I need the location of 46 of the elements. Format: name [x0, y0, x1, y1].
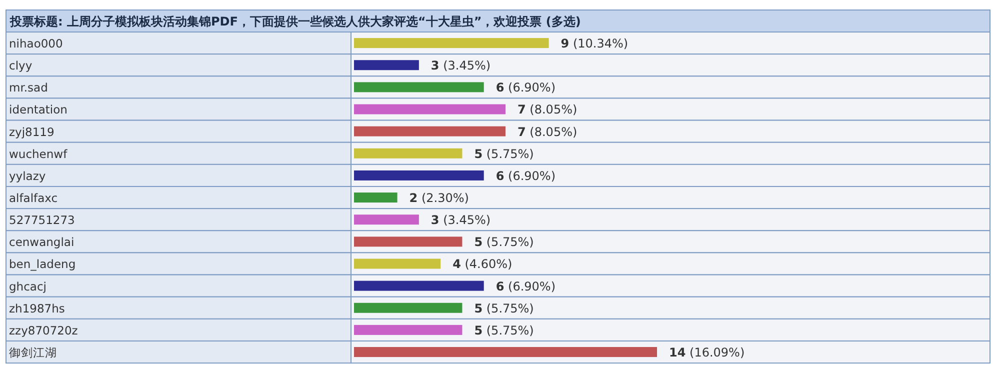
- bar: [354, 324, 462, 335]
- data-label: 4 (4.60%): [452, 257, 512, 272]
- data-label: 9 (10.34%): [560, 36, 628, 51]
- data-label: 5 (5.75%): [474, 235, 534, 250]
- y-tick-label: yylazy: [9, 168, 46, 183]
- bar: [354, 258, 441, 269]
- data-label: 3 (3.45%): [430, 213, 491, 228]
- bar: [354, 82, 484, 92]
- data-label: 7 (8.05%): [518, 124, 578, 139]
- y-tick-label: 527751273: [9, 213, 75, 228]
- bar: [354, 126, 506, 136]
- y-tick-label: zh1987hs: [9, 301, 65, 316]
- data-label: 5 (5.75%): [474, 146, 534, 161]
- bar: [354, 192, 398, 203]
- data-label: 5 (5.75%): [474, 323, 534, 338]
- y-tick-label: zzy870720z: [9, 323, 78, 338]
- bar: [354, 214, 419, 225]
- bar: [354, 280, 484, 291]
- data-label: 14 (16.09%): [669, 346, 745, 360]
- y-tick-label: ben_ladeng: [9, 257, 76, 272]
- bar: [354, 170, 484, 180]
- y-tick-label: clyy: [9, 58, 32, 73]
- y-tick-label: cenwanglai: [9, 235, 74, 250]
- y-tick-label: ghcacj: [9, 279, 46, 294]
- y-tick-label: nihao000: [9, 36, 63, 51]
- y-tick-label: wuchenwf: [9, 146, 68, 161]
- y-tick-label: 御剑江湖: [9, 346, 57, 360]
- data-label: 5 (5.75%): [474, 301, 534, 316]
- bar: [354, 347, 657, 358]
- bar: [354, 236, 462, 247]
- bar: [354, 104, 506, 114]
- bar: [354, 148, 462, 158]
- data-label: 2 (2.30%): [409, 191, 469, 206]
- data-label: 6 (6.90%): [496, 80, 556, 95]
- y-tick-label: mr.sad: [9, 80, 48, 95]
- data-label: 3 (3.45%): [430, 58, 491, 73]
- bar: [354, 60, 419, 70]
- data-label: 7 (8.05%): [518, 102, 578, 117]
- y-tick-label: zyj8119: [9, 124, 54, 139]
- y-tick-label: identation: [9, 102, 68, 117]
- bar: [354, 38, 549, 48]
- data-label: 6 (6.90%): [496, 168, 556, 183]
- data-label: 6 (6.90%): [496, 279, 556, 294]
- chart-title: 投票标题: 上周分子模拟板块活动集锦PDF，下面提供一些候选人供大家评选“十大星虫”，欢迎投票 (多选): [9, 14, 581, 28]
- y-tick-label: alfalfaxc: [9, 191, 58, 206]
- bar: [354, 302, 462, 313]
